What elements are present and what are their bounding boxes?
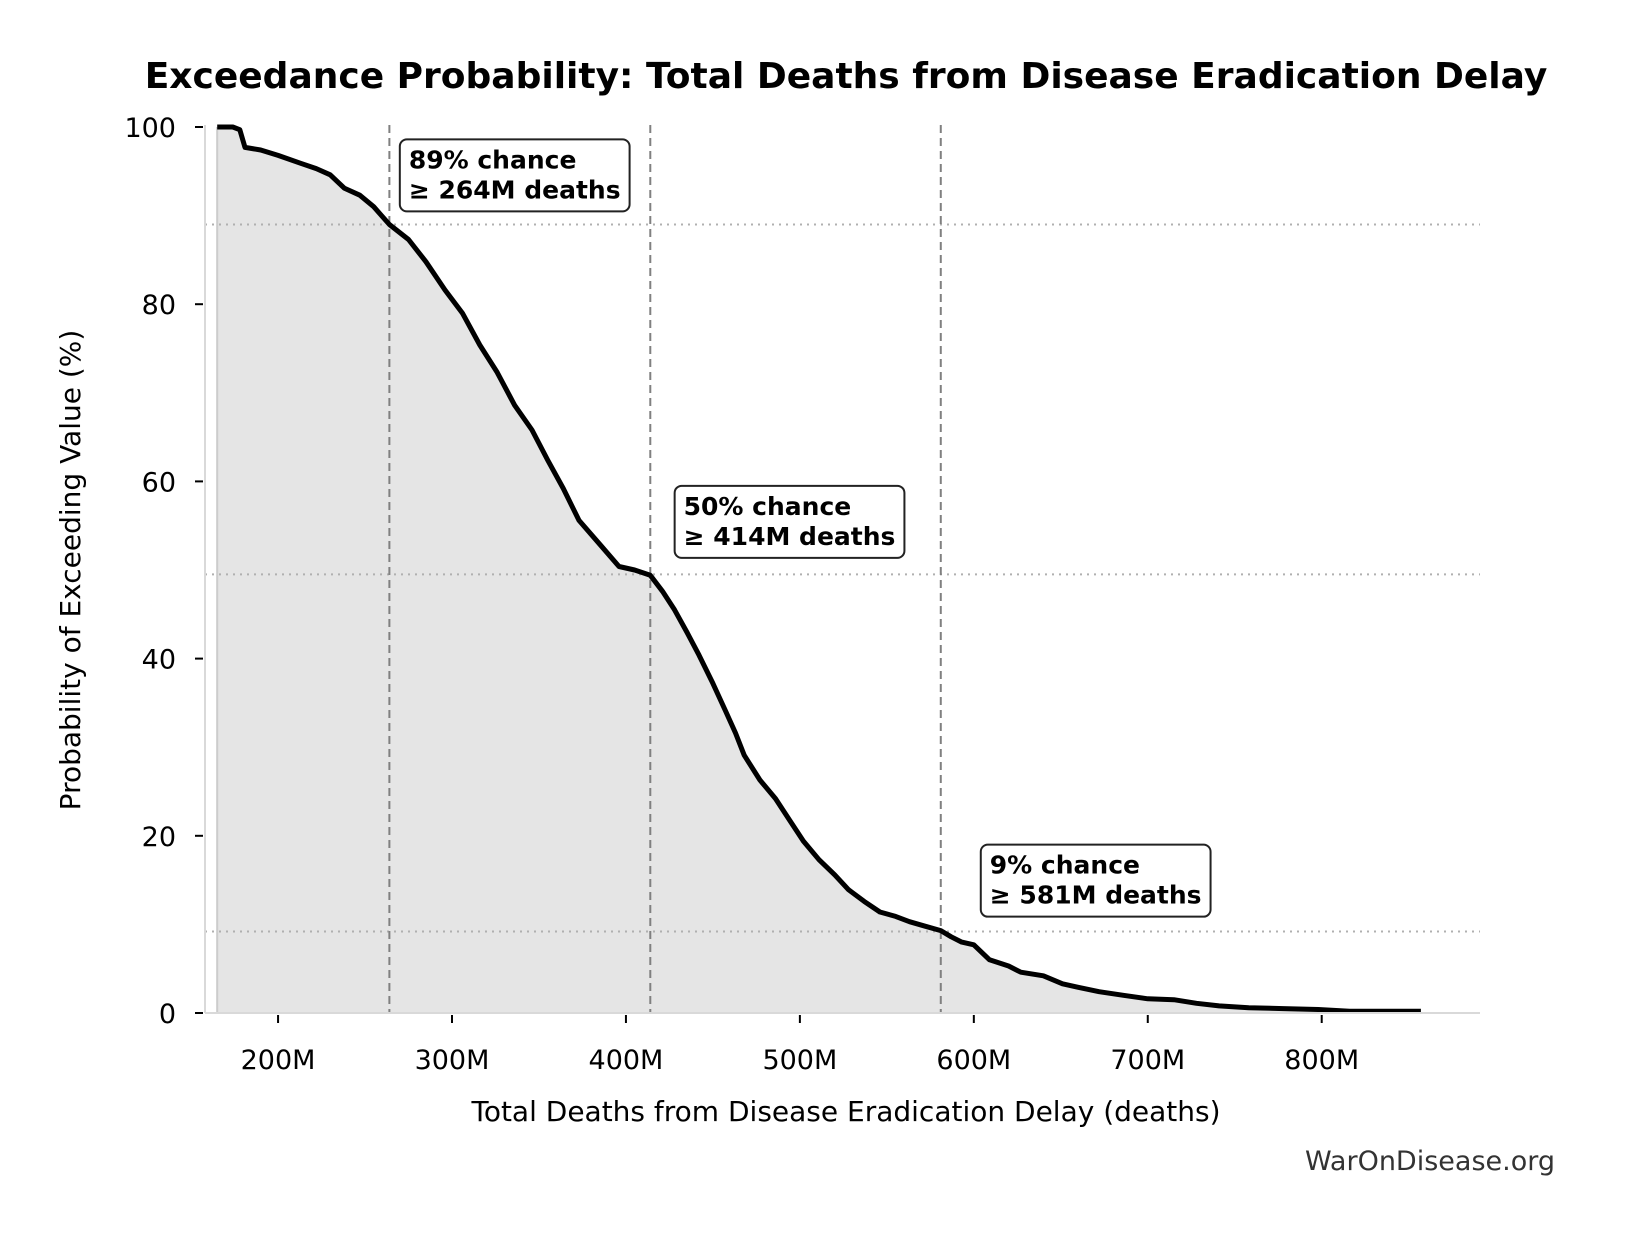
annotation-box-2: 9% chance≥ 581M deaths — [979, 843, 1212, 918]
y-tick-label: 80 — [142, 290, 176, 321]
x-tick-label: 200M — [241, 1045, 316, 1076]
annotation-line-1: 89% chance — [409, 145, 577, 174]
y-tick-label: 0 — [159, 999, 176, 1030]
annotation-box-border — [979, 843, 1212, 918]
annotation-line-2: ≥ 264M deaths — [409, 175, 621, 204]
y-tick-label: 100 — [124, 113, 176, 144]
horizontal-reference-lines — [205, 223, 1480, 933]
annotation-box-0: 89% chance≥ 264M deaths — [398, 138, 631, 213]
annotation-line-2: ≥ 581M deaths — [990, 881, 1202, 910]
exceedance-curve — [217, 124, 1421, 1014]
vertical-reference-lines — [388, 125, 942, 1013]
y-tick-label: 60 — [142, 467, 176, 498]
y-tick-label: 20 — [142, 822, 176, 853]
annotation-box-1: 50% chance≥ 414M deaths — [673, 484, 906, 559]
annotation-box-border — [398, 138, 631, 213]
exceedance-area-fill — [217, 127, 1421, 1013]
x-tick-label: 400M — [589, 1045, 664, 1076]
y-axis-label: Probability of Exceeding Value (%) — [54, 330, 87, 811]
x-tick-label: 700M — [1110, 1045, 1185, 1076]
x-axis-ticks: 200M 300M 400M 500M 600M 700M 800M — [241, 1015, 1359, 1076]
annotations: 89% chance≥ 264M deaths 50% chance≥ 414M … — [398, 138, 1212, 918]
annotation-line-1: 9% chance — [990, 851, 1140, 880]
axes-spines — [204, 125, 1480, 1014]
y-tick-label: 40 — [142, 645, 176, 676]
annotation-box-border — [673, 484, 906, 559]
x-axis-label: Total Deaths from Disease Eradication De… — [470, 1095, 1220, 1128]
x-tick-label: 500M — [762, 1045, 837, 1076]
x-tick-label: 800M — [1284, 1045, 1359, 1076]
annotation-line-1: 50% chance — [684, 492, 852, 521]
chart-title: Exceedance Probability: Total Deaths fro… — [145, 56, 1548, 97]
x-tick-label: 300M — [415, 1045, 490, 1076]
annotation-line-2: ≥ 414M deaths — [684, 522, 896, 551]
y-axis-ticks: 0 20 40 60 80 100 — [124, 113, 203, 1030]
watermark: WarOnDisease.org — [1305, 1146, 1555, 1177]
x-tick-label: 600M — [936, 1045, 1011, 1076]
plot-area — [205, 124, 1480, 1014]
